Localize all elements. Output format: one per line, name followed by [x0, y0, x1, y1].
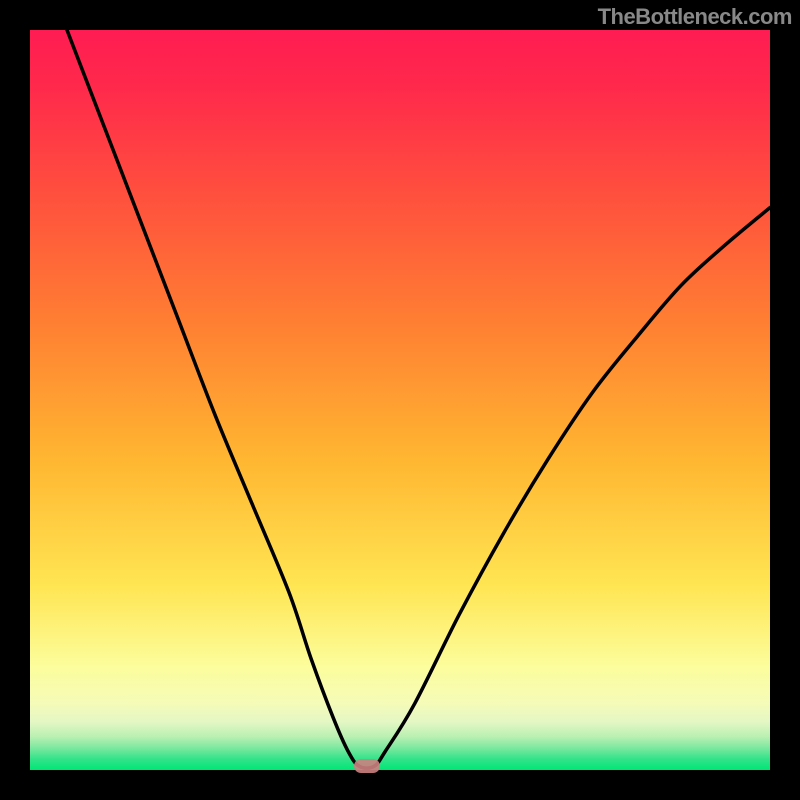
v-curve-path	[67, 30, 770, 768]
bottom-marker	[354, 759, 380, 773]
plot-area	[30, 30, 770, 770]
curve-overlay	[30, 30, 770, 770]
watermark-label: TheBottleneck.com	[598, 4, 792, 30]
chart-container: TheBottleneck.com	[0, 0, 800, 800]
